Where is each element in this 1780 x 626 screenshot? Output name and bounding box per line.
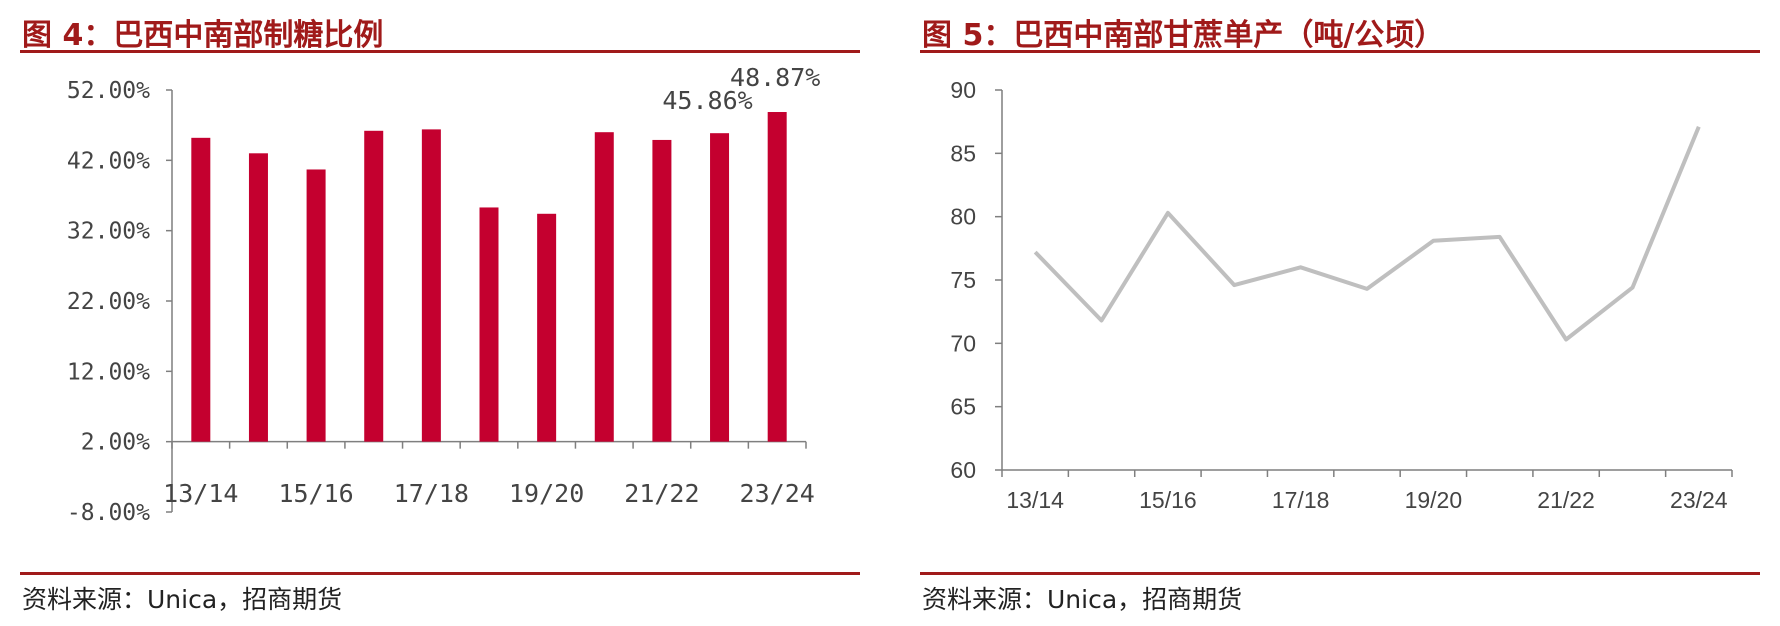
- y-tick-label: 85: [950, 140, 976, 166]
- bar-17-18: [421, 129, 441, 442]
- bar-15-16: [306, 169, 326, 442]
- data-label: 45.86%: [662, 86, 752, 115]
- x-tick-label: 15/16: [278, 479, 353, 508]
- bar-19-20: [537, 213, 557, 442]
- bar-14-15: [248, 153, 268, 442]
- bar-22-23: [710, 133, 730, 442]
- x-tick-label: 13/14: [1006, 487, 1064, 513]
- x-tick-label: 21/22: [1537, 487, 1595, 513]
- figure-5-source: 资料来源：Unica，招商期货: [922, 585, 1243, 614]
- bar-21-22: [652, 139, 672, 442]
- bar-18-19: [479, 207, 499, 442]
- y-tick-label: 65: [950, 394, 976, 420]
- y-tick-label: 2.00%: [81, 430, 150, 456]
- x-tick-label: 13/14: [163, 479, 238, 508]
- figure-4-title-rule: [20, 50, 860, 53]
- y-tick-label: 52.00%: [67, 78, 150, 104]
- figure-4-source: 资料来源：Unica，招商期货: [22, 585, 343, 614]
- x-tick-label: 17/18: [394, 479, 469, 508]
- figure-4-source-rule: [20, 572, 860, 575]
- sugar-ratio-bar-chart: 52.00% 42.00% 32.00% 22.00% 12.00% 2.00% -8.00…: [67, 63, 820, 526]
- x-tick-label: 23/24: [1670, 487, 1728, 513]
- y-tick-label: 60: [950, 457, 976, 483]
- x-tick-label: 17/18: [1272, 487, 1330, 513]
- x-tick-label: 15/16: [1139, 487, 1197, 513]
- bar-13-14: [191, 137, 211, 442]
- y-tick-label: 22.00%: [67, 289, 150, 315]
- bar-16-17: [364, 130, 384, 442]
- bar-20-21: [594, 132, 614, 442]
- figure-5-title: 图 5：巴西中南部甘蔗单产（吨/公顷）: [922, 18, 1445, 53]
- y-tick-label: -8.00%: [67, 500, 150, 526]
- y-tick-label: 90: [950, 77, 976, 103]
- figure-4-panel: 图 4：巴西中南部制糖比例 52.00% 42.00% 32.00% 22.00% 12…: [0, 0, 870, 626]
- figure-5-title-rule: [920, 50, 1760, 53]
- figure-5-source-rule: [920, 572, 1760, 575]
- y-tick-label: 32.00%: [67, 219, 150, 245]
- x-tick-label: 19/20: [1405, 487, 1463, 513]
- y-tick-label: 75: [950, 267, 976, 293]
- figure-4-title: 图 4：巴西中南部制糖比例: [22, 18, 384, 53]
- data-label: 48.87%: [730, 63, 820, 92]
- cane-yield-line-chart: 90 85 80 75 70 65 60 13/14 15/16 17/18 19/20 21/22 2…: [950, 77, 1733, 513]
- y-tick-label: 12.00%: [67, 359, 150, 385]
- y-tick-label: 42.00%: [67, 148, 150, 174]
- figure-5-panel: 图 5：巴西中南部甘蔗单产（吨/公顷） 90 85 80 75 70 65 60 13/14 1…: [900, 0, 1780, 626]
- x-tick-label: 19/20: [509, 479, 584, 508]
- yield-series-line: [1033, 125, 1701, 342]
- y-tick-label: 80: [950, 204, 976, 230]
- bar-23-24: [767, 112, 787, 442]
- y-tick-label: 70: [950, 330, 976, 356]
- x-tick-label: 23/24: [740, 479, 815, 508]
- x-tick-label: 21/22: [624, 479, 699, 508]
